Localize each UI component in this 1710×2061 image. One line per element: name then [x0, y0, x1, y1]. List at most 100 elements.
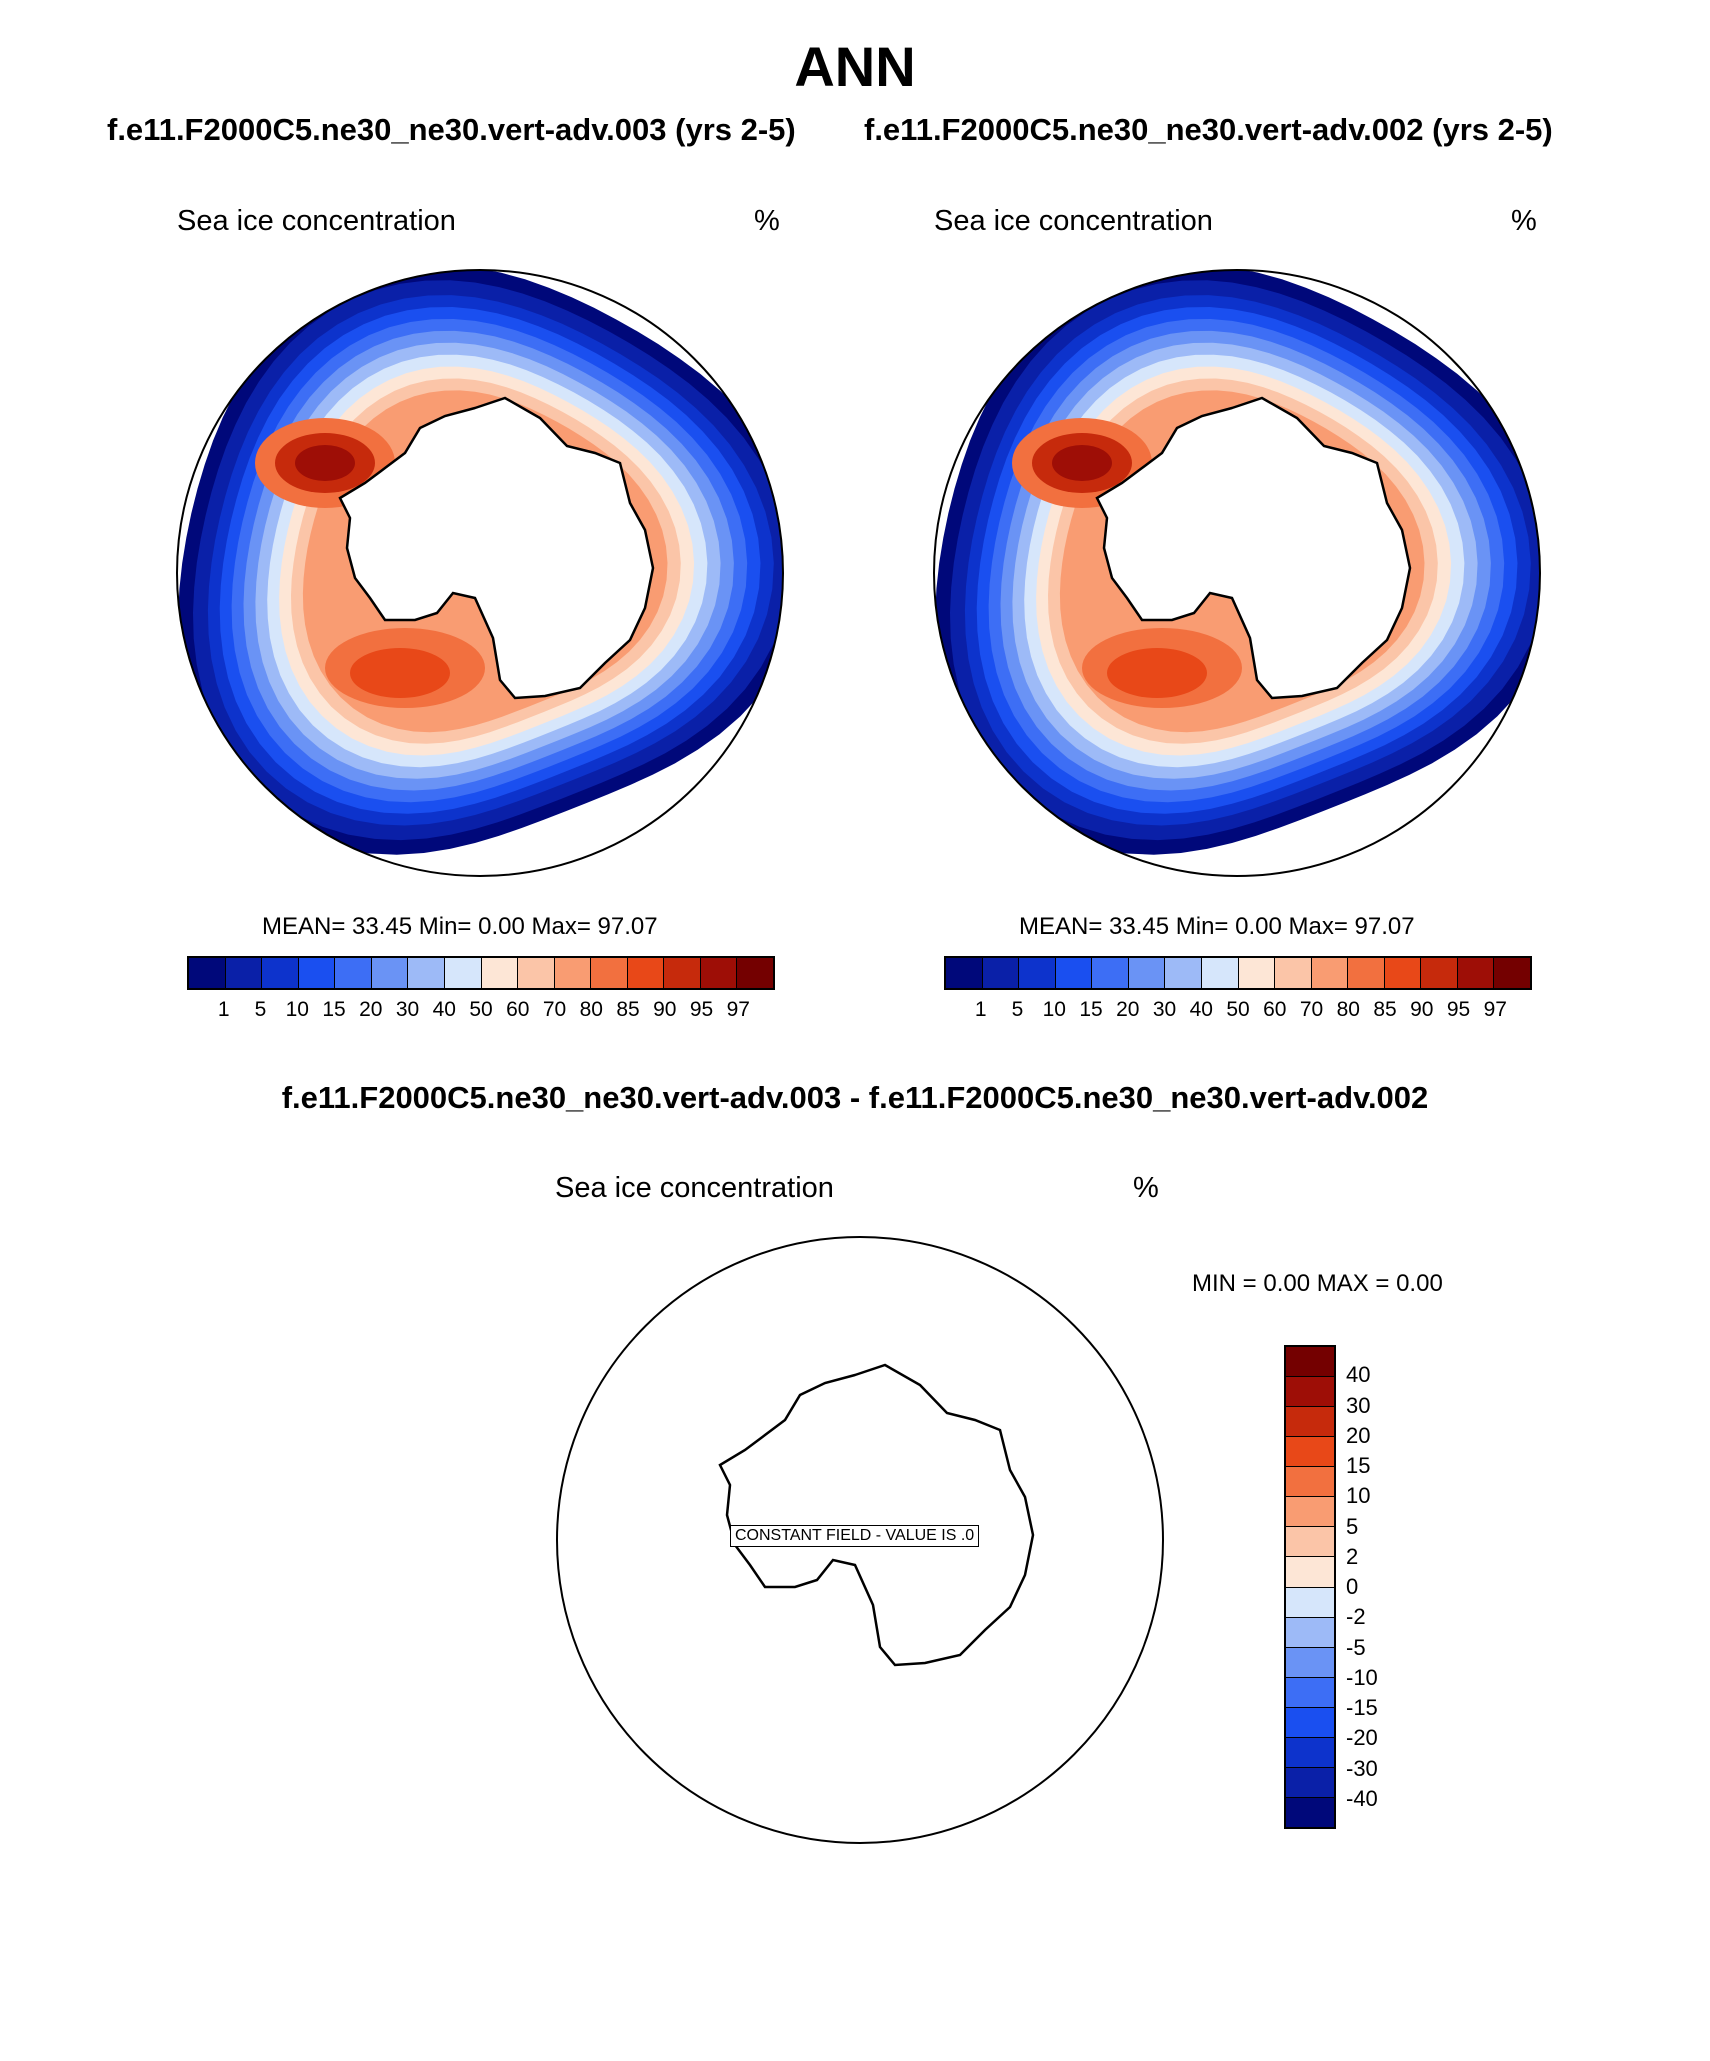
- colorbar-tick-label: 5: [1346, 1513, 1359, 1539]
- colorbar-tick-label: 15: [1079, 998, 1103, 1021]
- colorbar-tick-label: 85: [1373, 998, 1397, 1021]
- plot-title: ANN: [794, 35, 916, 98]
- colorbar-tick-label: 95: [1446, 998, 1471, 1021]
- colorbar-swatch: [981, 958, 1019, 988]
- colorbar-tick-label: 40: [1346, 1362, 1371, 1388]
- colorbar-swatch: [553, 958, 591, 988]
- colorbar-tick-label: 85: [616, 998, 640, 1021]
- left-field-label: Sea ice concentration: [177, 205, 456, 237]
- colorbar-swatch: [1286, 1736, 1334, 1767]
- colorbar-tick-label: -20: [1346, 1725, 1378, 1751]
- constant-field-note: CONSTANT FIELD - VALUE IS .0: [730, 1525, 980, 1547]
- colorbar-tick-label: 15: [322, 998, 346, 1021]
- colorbar-swatch: [224, 958, 262, 988]
- colorbar-tick-label: 10: [1042, 998, 1066, 1021]
- colorbar-tick-label: 20: [1346, 1422, 1371, 1448]
- colorbar-swatch: [297, 958, 335, 988]
- colorbar-swatch: [1456, 958, 1494, 988]
- colorbar-tick-label: -2: [1346, 1604, 1366, 1630]
- colorbar-swatch: [663, 958, 700, 988]
- colorbar-swatch: [1127, 958, 1165, 988]
- colorbar-tick-label: 5: [254, 998, 267, 1021]
- colorbar-tick-label: 80: [1336, 998, 1360, 1021]
- left-units-label: %: [754, 205, 780, 237]
- colorbar-tick-label: 60: [1263, 998, 1287, 1021]
- colorbar-tick-label: 1: [974, 998, 987, 1021]
- colorbar-tick-label: 15: [1346, 1453, 1371, 1478]
- diff-polar-map: [556, 1236, 1164, 1844]
- colorbar-tick-label: -10: [1346, 1664, 1378, 1690]
- left-polar-map: [176, 269, 784, 877]
- colorbar-tick-label: 1: [217, 998, 230, 1021]
- colorbar-swatch: [736, 958, 773, 988]
- colorbar-tick-label: 20: [1116, 998, 1140, 1021]
- colorbar-swatch: [1286, 1646, 1334, 1677]
- colorbar-tick-label: 2: [1346, 1543, 1359, 1569]
- colorbar-tick-label: -40: [1346, 1785, 1378, 1811]
- colorbar-swatch: [1286, 1496, 1334, 1527]
- colorbar-swatch: [946, 958, 982, 988]
- colorbar-tick-label: 30: [395, 998, 420, 1021]
- colorbar-swatch: [1310, 958, 1348, 988]
- colorbar-swatch: [1274, 958, 1311, 988]
- colorbar-swatch: [1286, 1796, 1334, 1827]
- ice-hotspot: [295, 445, 355, 481]
- colorbar-swatch: [1200, 958, 1238, 988]
- colorbar-swatch: [1383, 958, 1421, 988]
- colorbar-swatch: [370, 958, 408, 988]
- right-units-label: %: [1511, 205, 1537, 237]
- colorbar-tick-label: 50: [469, 998, 493, 1021]
- colorbar-tick-label: 10: [1346, 1483, 1371, 1509]
- colorbar-tick-label: 40: [432, 998, 456, 1021]
- colorbar-tick-label: 20: [359, 998, 383, 1021]
- colorbar-tick-label: 30: [1346, 1392, 1371, 1418]
- diff-units-label: %: [1133, 1172, 1159, 1204]
- colorbar-swatch: [1091, 958, 1128, 988]
- diff-field-label: Sea ice concentration: [555, 1172, 834, 1204]
- colorbar-swatch: [1286, 1706, 1334, 1737]
- colorbar-swatch: [1347, 958, 1384, 988]
- right-polar-map: [933, 269, 1541, 877]
- colorbar-swatch: [1286, 1766, 1334, 1797]
- colorbar-swatch: [407, 958, 444, 988]
- colorbar-swatch: [1286, 1586, 1334, 1617]
- colorbar-swatch: [1237, 958, 1275, 988]
- colorbar-tick-label: 97: [1483, 998, 1507, 1021]
- colorbar-tick-label: 50: [1226, 998, 1250, 1021]
- colorbar-swatch: [1054, 958, 1092, 988]
- colorbar-tick-label: 0: [1346, 1574, 1359, 1599]
- ice-hotspot: [1052, 445, 1112, 481]
- colorbar-swatch: [1286, 1526, 1334, 1557]
- colorbar-swatch: [480, 958, 518, 988]
- ice-hotspot: [1107, 648, 1207, 698]
- left-colorbar: [187, 956, 775, 990]
- colorbar-swatch: [1286, 1466, 1334, 1497]
- antarctica-outline: [338, 396, 655, 700]
- colorbar-swatch: [1286, 1347, 1334, 1377]
- colorbar-tick-label: 80: [579, 998, 603, 1021]
- colorbar-tick-label: 70: [542, 998, 567, 1021]
- diff-title: f.e11.F2000C5.ne30_ne30.vert-adv.003 - f…: [281, 1080, 1429, 1115]
- colorbar-swatch: [1286, 1376, 1334, 1407]
- colorbar-tick-label: 95: [689, 998, 714, 1021]
- colorbar-tick-label: 70: [1299, 998, 1324, 1021]
- colorbar-swatch: [334, 958, 371, 988]
- colorbar-swatch: [1286, 1556, 1334, 1587]
- colorbar-swatch: [261, 958, 298, 988]
- colorbar-tick-label: 60: [506, 998, 530, 1021]
- colorbar-swatch: [626, 958, 664, 988]
- diff-colorbar-ticks: 40 30 20 15 10 5 2 0 -2 -5 -10 -15 -20 -30 -40: [1346, 1345, 1406, 1829]
- diff-stats: MIN = 0.00 MAX = 0.00: [1192, 1270, 1443, 1297]
- colorbar-tick-label: 30: [1152, 998, 1177, 1021]
- colorbar-tick-label: 97: [726, 998, 750, 1021]
- case-right-title: f.e11.F2000C5.ne30_ne30.vert-adv.002 (yr…: [864, 112, 1553, 147]
- left-stats: MEAN= 33.45 Min= 0.00 Max= 97.07: [262, 913, 658, 940]
- colorbar-tick-label: 10: [285, 998, 309, 1021]
- colorbar-tick-label: -30: [1346, 1755, 1378, 1781]
- colorbar-swatch: [1286, 1676, 1334, 1707]
- colorbar-tick-label: 5: [1011, 998, 1024, 1021]
- antarctica-outline: [1095, 396, 1412, 700]
- colorbar-swatch: [1286, 1406, 1334, 1437]
- ice-hotspot: [350, 648, 450, 698]
- colorbar-swatch: [1420, 958, 1457, 988]
